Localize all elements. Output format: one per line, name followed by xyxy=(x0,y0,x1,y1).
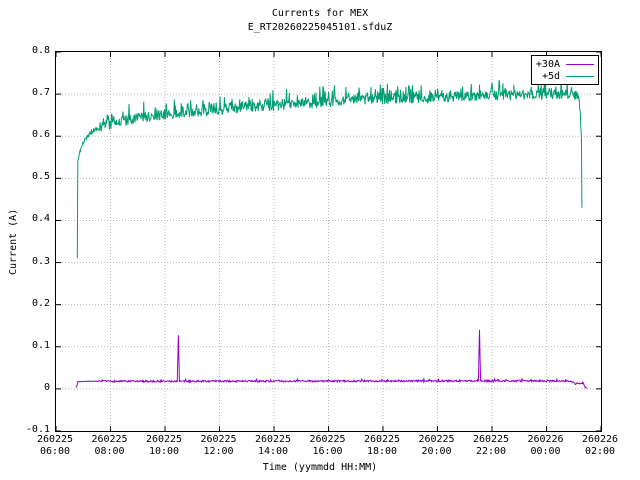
legend-label: +30A xyxy=(535,58,560,70)
plot-area xyxy=(55,51,602,432)
legend-entry: +30A xyxy=(536,58,594,70)
x-tick-label: 260225 06:00 xyxy=(25,434,85,458)
legend-line-swatch xyxy=(566,63,594,65)
x-tick-time: 18:00 xyxy=(366,446,398,457)
x-tick-time: 06:00 xyxy=(39,446,71,457)
y-tick-label: 0.3 xyxy=(31,255,50,267)
x-tick-time: 00:00 xyxy=(530,446,561,457)
legend-label: +5d xyxy=(541,70,560,82)
x-tick-label: 260225 18:00 xyxy=(352,434,412,458)
y-tick-label: 0.2 xyxy=(31,297,50,309)
y-tick-label: 0.4 xyxy=(31,213,50,225)
x-tick-label: 260226 02:00 xyxy=(570,434,630,458)
x-tick-date: 260225 xyxy=(418,434,455,445)
x-tick-label: 260226 00:00 xyxy=(516,434,576,458)
series-line-0 xyxy=(75,329,588,389)
x-tick-time: 14:00 xyxy=(257,446,289,457)
x-tick-date: 260225 xyxy=(254,434,292,445)
x-tick-time: 20:00 xyxy=(421,446,452,457)
y-tick-label: 0 xyxy=(43,381,50,393)
chart-subtitle: E_RT20260225045101.sfduZ xyxy=(247,22,393,33)
x-tick-label: 260225 10:00 xyxy=(134,434,194,458)
x-tick-time: 10:00 xyxy=(148,446,180,457)
legend-entry: +5d xyxy=(536,70,594,82)
y-tick-label: 0.1 xyxy=(31,339,50,351)
x-tick-date: 260225 xyxy=(363,434,401,445)
x-tick-date: 260226 xyxy=(527,434,564,445)
y-tick-label: 0.5 xyxy=(31,171,50,183)
x-tick-date: 260225 xyxy=(200,434,237,445)
x-tick-label: 260225 12:00 xyxy=(189,434,249,458)
x-tick-time: 12:00 xyxy=(203,446,234,457)
x-tick-time: 22:00 xyxy=(475,446,507,457)
x-tick-date: 260225 xyxy=(309,434,346,445)
x-tick-label: 260225 16:00 xyxy=(298,434,358,458)
x-tick-date: 260225 xyxy=(472,434,510,445)
legend-line-swatch xyxy=(566,75,594,77)
x-tick-date: 260226 xyxy=(581,434,619,445)
x-tick-date: 260225 xyxy=(145,434,183,445)
chart-title: Currents for MEX xyxy=(271,8,369,19)
x-tick-time: 16:00 xyxy=(312,446,343,457)
x-axis-label: Time (yymmdd HH:MM) xyxy=(262,462,378,473)
y-tick-label: -0.1 xyxy=(25,424,50,435)
y-tick-label: 0.6 xyxy=(31,129,50,141)
legend-box: +30A +5d xyxy=(530,55,599,85)
x-tick-date: 260225 xyxy=(36,434,74,445)
y-tick-label: 0.7 xyxy=(31,87,50,99)
x-tick-time: 08:00 xyxy=(94,446,125,457)
x-tick-time: 02:00 xyxy=(584,446,616,457)
x-tick-date: 260225 xyxy=(91,434,128,445)
x-tick-label: 260225 08:00 xyxy=(80,434,140,458)
x-tick-label: 260225 22:00 xyxy=(461,434,521,458)
x-tick-label: 260225 20:00 xyxy=(407,434,467,458)
plot-canvas xyxy=(55,51,602,432)
series-line-1 xyxy=(76,79,583,259)
y-tick-label: 0.8 xyxy=(31,45,50,56)
x-tick-label: 260225 14:00 xyxy=(243,434,303,458)
